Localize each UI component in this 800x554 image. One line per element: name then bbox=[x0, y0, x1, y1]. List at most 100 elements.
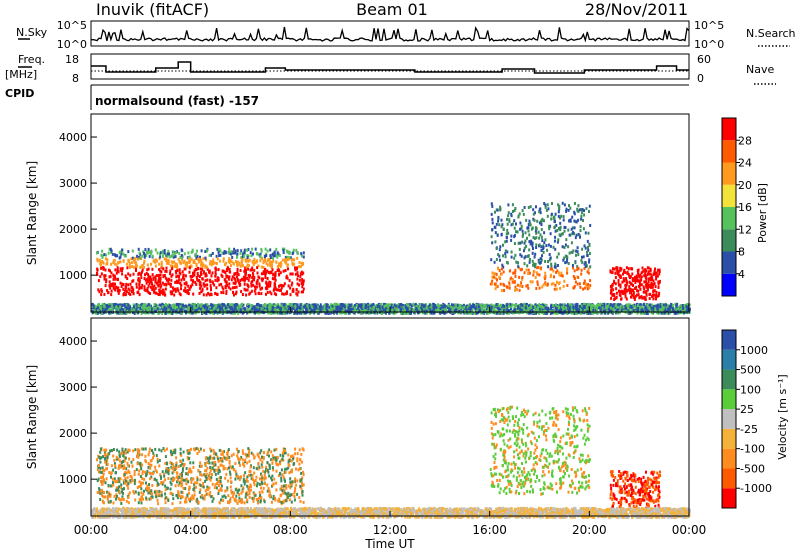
heatmap-cell bbox=[666, 304, 669, 308]
heatmap-cell bbox=[257, 264, 260, 268]
heatmap-cell bbox=[183, 252, 186, 256]
heatmap-cell bbox=[643, 280, 646, 284]
heatmap-cell bbox=[137, 311, 140, 315]
heatmap-cell bbox=[624, 283, 627, 287]
heatmap-cell bbox=[300, 311, 303, 315]
heatmap-cell bbox=[127, 250, 130, 254]
heatmap-cell bbox=[644, 276, 647, 280]
heatmap-cell bbox=[299, 272, 302, 276]
heatmap-cell bbox=[198, 283, 201, 287]
heatmap-cell bbox=[329, 305, 332, 309]
heatmap-cell bbox=[260, 265, 263, 269]
heatmap-cell bbox=[380, 311, 383, 315]
heatmap-cell bbox=[253, 278, 255, 282]
heatmap-cell bbox=[437, 309, 440, 313]
heatmap-cell bbox=[165, 266, 168, 270]
heatmap-cell bbox=[114, 288, 117, 292]
heatmap-cell bbox=[500, 225, 503, 229]
heatmap-cell bbox=[115, 254, 117, 258]
heatmap-cell bbox=[230, 252, 233, 256]
heatmap-cell bbox=[618, 274, 621, 277]
heatmap-cell bbox=[537, 260, 540, 264]
heatmap-cell bbox=[271, 311, 274, 315]
heatmap-cell bbox=[547, 207, 550, 211]
heatmap-cell bbox=[582, 281, 585, 285]
heatmap-cell bbox=[285, 292, 288, 295]
heatmap-cell bbox=[256, 266, 259, 270]
heatmap-cell bbox=[663, 309, 665, 313]
heatmap-cell bbox=[257, 275, 260, 279]
heatmap-cell bbox=[137, 276, 140, 280]
heatmap-cell bbox=[403, 311, 406, 315]
heatmap-cell bbox=[590, 307, 593, 311]
heatmap-cell bbox=[234, 311, 237, 315]
heatmap-cell bbox=[513, 242, 516, 245]
heatmap-cell bbox=[544, 260, 547, 263]
heatmap-cell bbox=[587, 245, 589, 249]
heatmap-cell bbox=[269, 281, 272, 285]
heatmap-cell bbox=[230, 260, 233, 264]
heatmap-cell bbox=[538, 221, 541, 225]
heatmap-cell bbox=[292, 263, 295, 267]
heatmap-cell bbox=[668, 305, 671, 309]
heatmap-cell bbox=[141, 283, 144, 287]
heatmap-cell bbox=[176, 281, 179, 284]
heatmap-cell bbox=[278, 254, 281, 257]
heatmap-cell bbox=[200, 284, 203, 288]
heatmap-cell bbox=[158, 262, 161, 266]
heatmap-cell bbox=[469, 308, 472, 312]
heatmap-cell bbox=[146, 263, 149, 267]
heatmap-cell bbox=[563, 279, 566, 283]
heatmap-cell bbox=[215, 304, 218, 307]
heatmap-cell bbox=[494, 287, 497, 291]
freq-unit-label: [MHz] bbox=[5, 68, 37, 81]
heatmap-cell bbox=[549, 256, 552, 260]
heatmap-cell bbox=[268, 261, 271, 265]
heatmap-cell bbox=[341, 311, 343, 315]
heatmap-cell bbox=[527, 223, 530, 226]
heatmap-cell bbox=[249, 251, 252, 255]
heatmap-cell bbox=[237, 279, 240, 283]
heatmap-cell bbox=[548, 227, 551, 231]
heatmap-cell bbox=[158, 293, 161, 297]
heatmap-cell bbox=[566, 255, 569, 259]
heatmap-cell bbox=[580, 272, 583, 276]
heatmap-cell bbox=[586, 250, 588, 254]
heatmap-cell bbox=[158, 290, 161, 294]
heatmap-cell bbox=[367, 302, 369, 306]
heatmap-cell bbox=[543, 202, 546, 205]
heatmap-cell bbox=[528, 240, 531, 244]
heatmap-cell bbox=[348, 303, 351, 307]
heatmap-cell bbox=[651, 276, 654, 280]
heatmap-cell bbox=[549, 244, 552, 248]
heatmap-cell bbox=[526, 264, 529, 268]
heatmap-cell bbox=[117, 286, 120, 290]
heatmap-cell bbox=[580, 259, 583, 263]
heatmap-cell bbox=[631, 279, 634, 283]
heatmap-cell bbox=[579, 285, 582, 289]
heatmap-cell bbox=[171, 286, 174, 290]
heatmap-cell bbox=[240, 290, 243, 294]
heatmap-cell bbox=[246, 254, 249, 258]
heatmap-cell bbox=[214, 272, 217, 276]
heatmap-cell bbox=[585, 264, 588, 268]
heatmap-cell bbox=[289, 256, 292, 260]
heatmap-cell bbox=[123, 311, 126, 315]
heatmap-cell bbox=[290, 283, 293, 287]
heatmap-cell bbox=[242, 303, 245, 307]
heatmap-cell bbox=[675, 304, 678, 308]
heatmap-cell bbox=[538, 305, 541, 309]
heatmap-cell bbox=[291, 307, 293, 311]
heatmap-cell bbox=[552, 245, 555, 249]
heatmap-cell bbox=[221, 285, 224, 289]
heatmap-cell bbox=[198, 257, 201, 261]
heatmap-cell bbox=[238, 263, 241, 267]
heatmap-cell bbox=[301, 272, 304, 276]
heatmap-cell bbox=[289, 286, 292, 290]
heatmap-cell bbox=[176, 305, 178, 309]
heatmap-cell bbox=[622, 277, 625, 281]
heatmap-cell bbox=[192, 280, 195, 284]
heatmap-cell bbox=[169, 255, 172, 259]
heatmap-cell bbox=[520, 283, 523, 287]
heatmap-cell bbox=[622, 272, 624, 276]
